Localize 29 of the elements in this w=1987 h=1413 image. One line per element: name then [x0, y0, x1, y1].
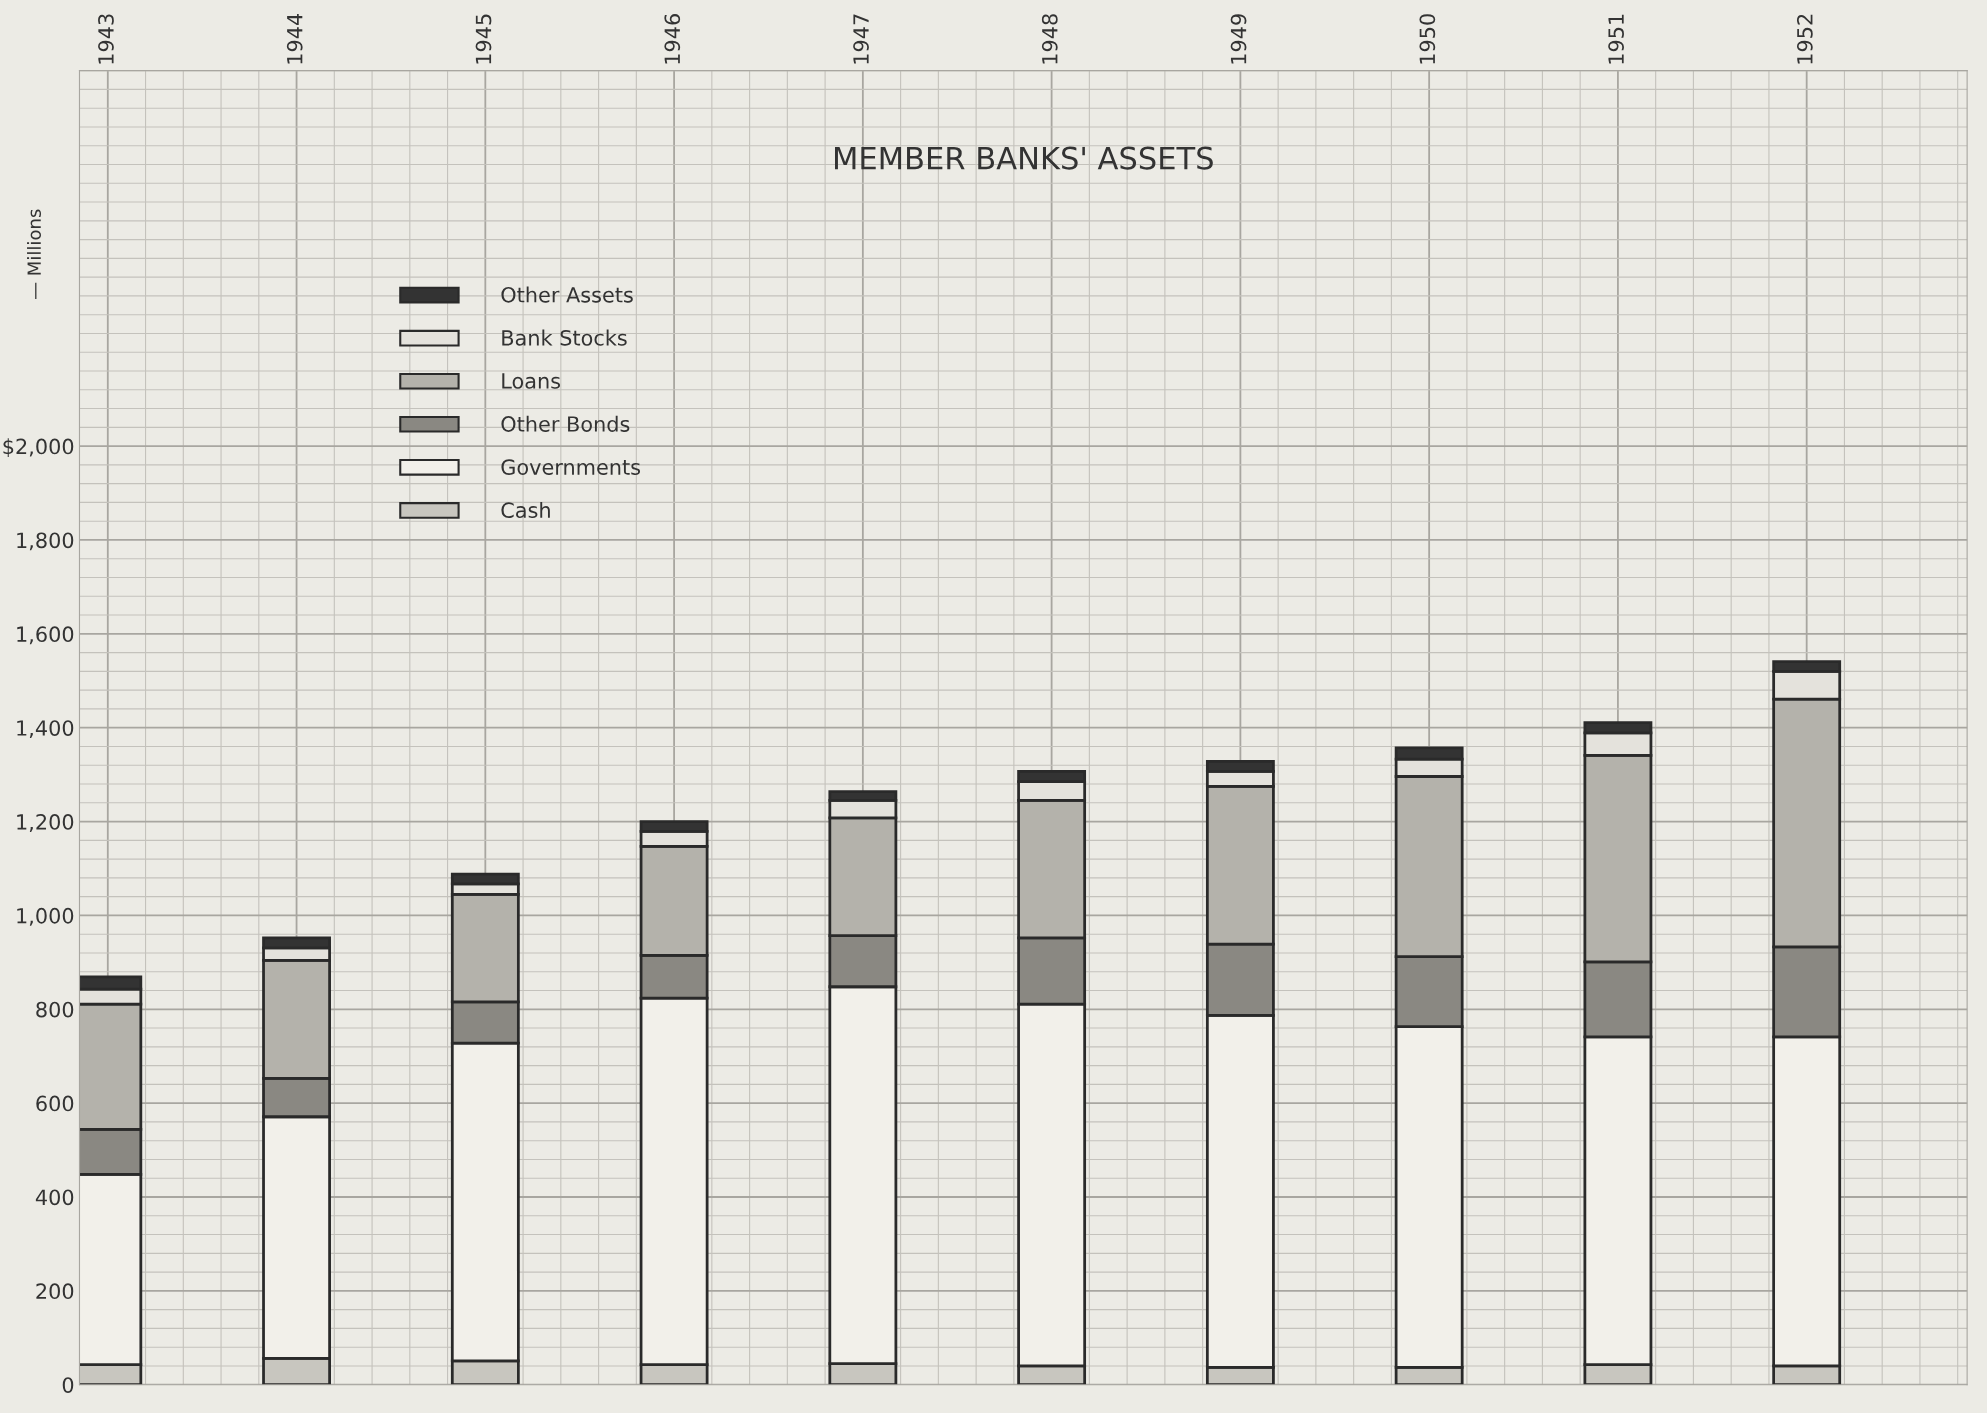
y-tick-label: 0	[62, 1377, 74, 1393]
y-axis-title: — Millions	[27, 209, 41, 300]
y-tick-label: 800	[36, 1001, 74, 1018]
y-tick-label: 1,800	[17, 532, 74, 551]
x-tick-label: 1952	[1796, 14, 1813, 64]
legend-label: Loans	[502, 373, 561, 389]
y-tick-label: 1,000	[17, 907, 74, 926]
y-tick-label: 200	[36, 1283, 74, 1300]
x-tick-label: 1950	[1419, 14, 1436, 64]
legend-label: Cash	[501, 501, 550, 519]
y-tick-label: 1,200	[17, 814, 74, 832]
x-tick-label: 1946	[664, 14, 681, 64]
y-tick-label: 1,600	[17, 626, 74, 645]
legend-label: Other Assets	[501, 286, 633, 303]
x-tick-label: 1948	[1041, 14, 1058, 64]
x-tick-label: 1945	[475, 14, 492, 64]
x-tick-label: 1951	[1608, 14, 1624, 64]
y-tick-label: 600	[36, 1095, 74, 1112]
legend-label: Bank Stocks	[502, 329, 627, 346]
legend-label: Governments	[501, 459, 641, 475]
x-tick-label: 1943	[98, 14, 114, 64]
y-tick-label: 1,400	[17, 720, 74, 739]
y-tick-label: $2,000	[3, 438, 74, 458]
y-tick-label: 400	[35, 1189, 74, 1206]
legend-label: Other Bonds	[501, 415, 630, 432]
text: MEMBER BANKS' ASSETS	[835, 146, 1213, 170]
x-tick-label: 1947	[853, 14, 869, 64]
x-tick-label: 1949	[1230, 14, 1247, 64]
x-tick-label: 1944	[286, 13, 303, 64]
